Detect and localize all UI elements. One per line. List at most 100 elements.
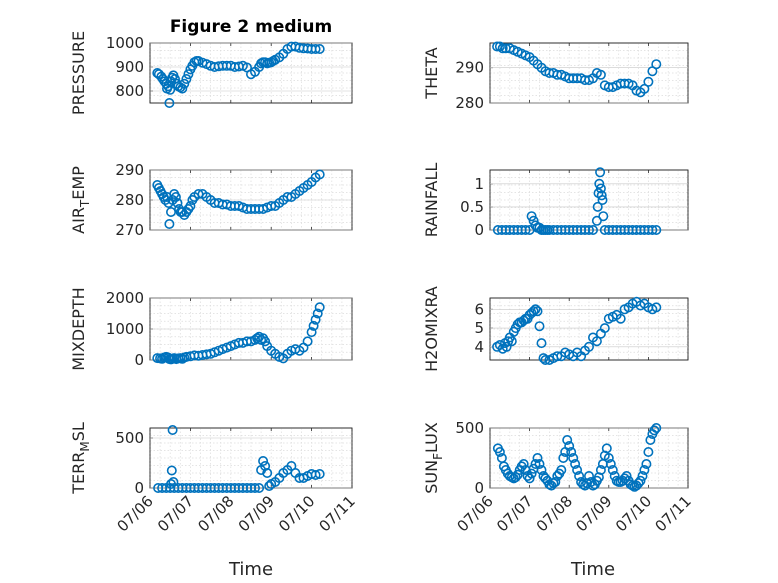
data-point [254, 482, 265, 493]
x-axis-label-right: Time [570, 559, 615, 580]
data-point [172, 198, 183, 209]
data-point [635, 475, 646, 486]
y-tick-label: 290 [115, 161, 144, 179]
data-point [603, 452, 614, 463]
x-tick-label: 07/10 [275, 492, 318, 535]
data-point [526, 468, 537, 479]
panel-pressure: 800 900 1000 PRESSURE [69, 31, 353, 115]
series-air_temp [152, 169, 325, 230]
y-tick-label: 6 [474, 300, 484, 318]
data-point [643, 76, 654, 87]
data-point [627, 480, 638, 491]
data-point [594, 178, 605, 189]
data-point [592, 201, 603, 212]
data-point [583, 470, 594, 481]
data-point [177, 83, 188, 94]
series-theta [492, 41, 662, 98]
data-point [552, 351, 563, 362]
data-point [310, 314, 321, 325]
x-tick-label: 07/07 [493, 492, 536, 535]
data-point [170, 192, 181, 203]
data-point [260, 460, 271, 471]
data-point [312, 308, 323, 319]
data-point [599, 323, 610, 334]
data-point [595, 464, 606, 475]
data-point [643, 446, 654, 457]
data-point [651, 225, 662, 236]
data-point [621, 470, 632, 481]
data-point [536, 464, 547, 475]
data-point [510, 472, 521, 483]
panel-theta: 280 290 THETA [422, 41, 689, 112]
data-point [601, 443, 612, 454]
y-tick-label: 0 [474, 221, 484, 239]
data-point [596, 190, 607, 201]
y-tick-label: 2000 [106, 289, 144, 307]
data-point [520, 225, 531, 236]
data-point [501, 341, 512, 352]
x-axis-label-left: Time [228, 559, 273, 580]
data-point [314, 43, 325, 54]
data-point [497, 43, 508, 54]
panel-h2omixra: 456 H2OMIXRA [422, 286, 689, 372]
data-point [532, 306, 543, 317]
y-axis-label-theta: THETA [422, 47, 441, 99]
y-tick-label: 500 [115, 429, 144, 447]
data-point [538, 353, 549, 364]
data-point [562, 434, 573, 445]
y-tick-label: 800 [115, 82, 144, 100]
panel-mixdepth: 0 1000 2000 MIXDEPTH [69, 287, 353, 371]
data-point [306, 327, 317, 338]
series-mixdepth [152, 302, 325, 365]
y-axis-label-mixdepth: MIXDEPTH [69, 287, 88, 370]
x-tick-label: 07/06 [454, 492, 497, 535]
data-point [164, 219, 175, 230]
data-point [639, 464, 650, 475]
data-point [250, 482, 261, 493]
data-point [494, 446, 505, 457]
data-point [168, 476, 179, 487]
data-point [568, 452, 579, 463]
data-point [536, 338, 547, 349]
data-point [591, 336, 602, 347]
data-point [645, 434, 656, 445]
data-point [566, 446, 577, 457]
data-point [534, 321, 545, 332]
y-tick-label: 1 [474, 175, 484, 193]
x-tick-label: 07/07 [154, 492, 197, 535]
series-rainfall [492, 167, 662, 236]
series-sun_flux [492, 422, 662, 492]
data-point [179, 78, 190, 89]
data-point [572, 464, 583, 475]
data-point [314, 302, 325, 313]
data-point [583, 341, 594, 352]
x-tick-label: 07/09 [572, 492, 615, 535]
data-point [166, 465, 177, 476]
data-point [595, 183, 606, 194]
y-tick-label: 1000 [106, 34, 144, 52]
data-point [583, 225, 594, 236]
data-point [605, 458, 616, 469]
data-point [185, 201, 196, 212]
x-tick-label: 07/10 [612, 492, 655, 535]
data-point [598, 211, 609, 222]
data-point [651, 422, 662, 433]
data-point [532, 452, 543, 463]
data-point [597, 195, 608, 206]
data-point [651, 302, 662, 313]
x-tick-label: 07/06 [114, 492, 157, 535]
data-point [534, 458, 545, 469]
x-tick-label: 07/08 [533, 492, 576, 535]
data-point [310, 43, 321, 54]
data-point [314, 169, 325, 180]
y-tick-label: 1000 [106, 320, 144, 338]
y-tick-label: 0 [134, 351, 144, 369]
y-tick-label: 270 [115, 221, 144, 239]
data-point [564, 440, 575, 451]
data-point [595, 69, 606, 80]
data-point [260, 336, 271, 347]
series-terr_msl [153, 424, 325, 493]
